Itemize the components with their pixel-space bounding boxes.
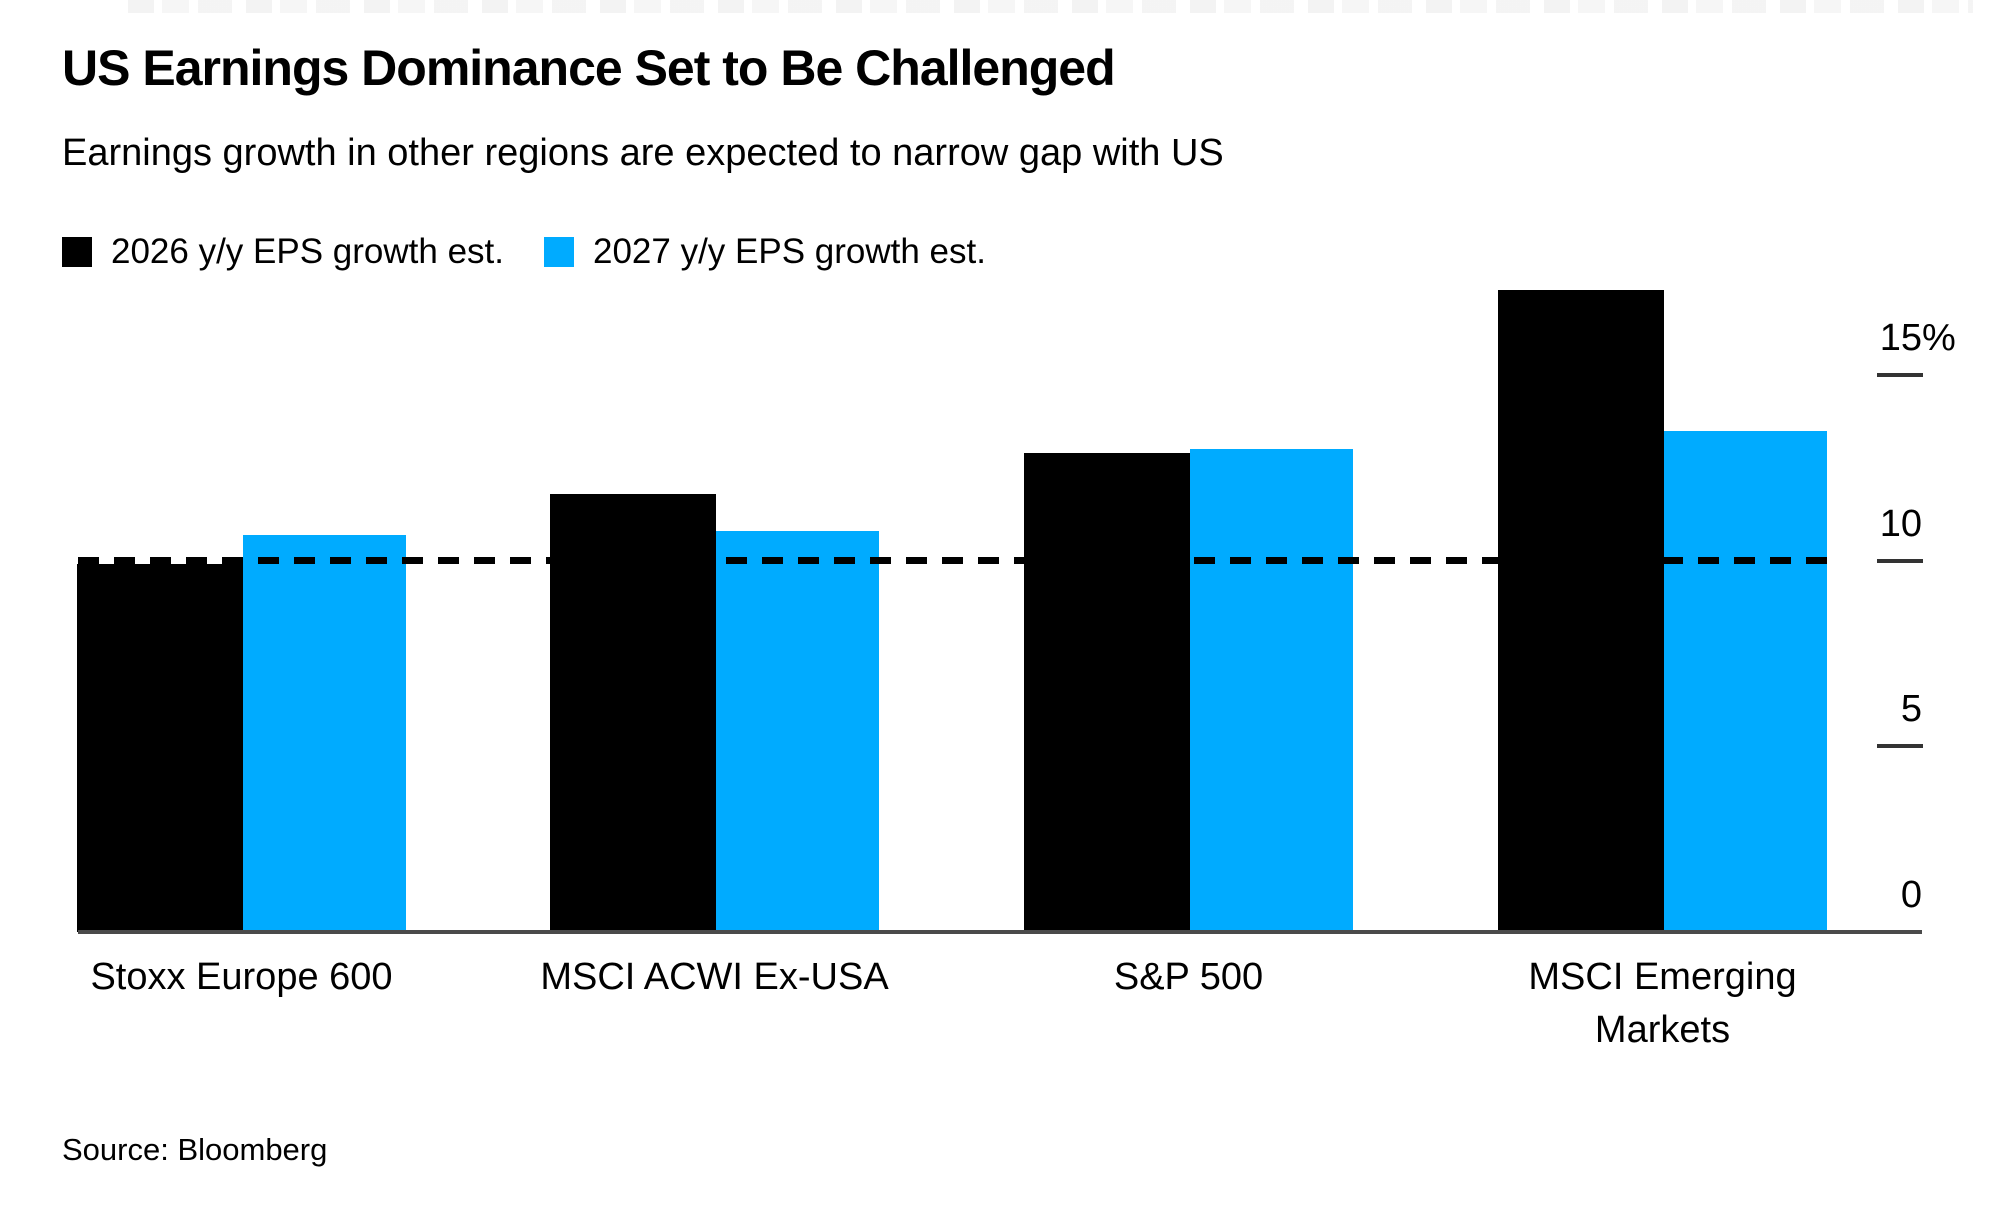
x-axis-label-s-p-500: S&P 500 xyxy=(1113,956,1264,998)
y-tick-5 xyxy=(1877,744,1923,749)
chart-subtitle: Earnings growth in other regions are exp… xyxy=(62,132,1224,174)
x-axis-baseline xyxy=(78,930,1922,934)
legend-swatch-2026-icon xyxy=(62,236,92,267)
x-axis-label-msci-acwi-ex-usa: MSCI ACWI Ex-USA xyxy=(540,956,889,998)
legend-item-2027: 2027 y/y EPS growth est. xyxy=(543,232,986,271)
chart-legend: 2026 y/y EPS growth est. 2027 y/y EPS gr… xyxy=(62,234,986,269)
legend-label-2027: 2027 y/y EPS growth est. xyxy=(592,232,986,271)
y-tick-10 xyxy=(1877,558,1923,563)
y-tick-label-0: 0 xyxy=(1900,874,1922,916)
bar-s-p-500-2026 xyxy=(1024,452,1190,932)
y-tick-label-15: 15% xyxy=(1879,317,1956,359)
bar-stoxx-europe-600-2027 xyxy=(243,534,406,932)
cropped-text-remnant xyxy=(128,0,1973,13)
legend-label-2026: 2026 y/y EPS growth est. xyxy=(111,232,504,271)
y-tick-label-5: 5 xyxy=(1900,688,1922,731)
bar-msci-acwi-ex-usa-2027 xyxy=(716,530,879,932)
bar-s-p-500-2027 xyxy=(1190,449,1353,932)
legend-item-2026: 2026 y/y EPS growth est. xyxy=(62,234,504,269)
x-axis-label-msci-emerging: MSCI Emerging Markets xyxy=(1528,956,1797,1051)
bar-msci-emerging-2026 xyxy=(1498,289,1664,932)
percent-sign: % xyxy=(1922,317,1956,359)
source-note: Source: Bloomberg xyxy=(62,1132,328,1167)
bar-msci-acwi-ex-usa-2026 xyxy=(550,493,716,932)
y-tick-label-10: 10 xyxy=(1879,502,1922,545)
bar-stoxx-europe-600-2026 xyxy=(77,564,243,932)
x-axis-label-stoxx-europe-600: Stoxx Europe 600 xyxy=(90,956,393,998)
reference-dashed-line xyxy=(78,557,1830,565)
legend-swatch-2027-icon xyxy=(543,236,574,267)
chart-title: US Earnings Dominance Set to Be Challeng… xyxy=(62,40,1116,96)
bar-msci-emerging-2027 xyxy=(1664,430,1827,932)
y-tick-15 xyxy=(1877,373,1923,377)
